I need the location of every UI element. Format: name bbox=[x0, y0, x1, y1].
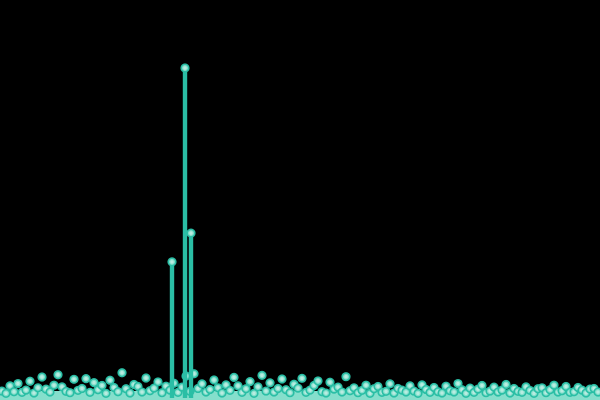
noise-marker bbox=[21, 385, 31, 395]
noise-marker bbox=[233, 381, 243, 391]
noise-marker bbox=[85, 387, 95, 397]
noise-marker bbox=[69, 374, 79, 384]
baseline-noise-band bbox=[0, 391, 600, 400]
noise-marker bbox=[341, 372, 351, 382]
noise-marker bbox=[325, 377, 335, 387]
peak-stems bbox=[169, 68, 194, 398]
noise-marker bbox=[381, 386, 391, 397]
noise-marker bbox=[49, 380, 59, 390]
noise-marker bbox=[229, 372, 239, 382]
noise-marker bbox=[33, 383, 43, 393]
noise-marker bbox=[117, 368, 127, 378]
noise-marker bbox=[81, 374, 91, 384]
noise-marker bbox=[89, 377, 99, 388]
noise-marker bbox=[137, 387, 147, 397]
noise-marker bbox=[549, 380, 559, 390]
noise-marker bbox=[257, 370, 267, 380]
peak-markers bbox=[167, 63, 196, 267]
noise-marker bbox=[277, 374, 287, 384]
noise-marker bbox=[225, 385, 235, 396]
noise-marker bbox=[65, 388, 75, 398]
noise-marker bbox=[241, 384, 251, 394]
noise-marker bbox=[593, 387, 600, 397]
noise-marker bbox=[217, 388, 227, 398]
noise-marker bbox=[209, 375, 219, 385]
noise-marker bbox=[321, 388, 331, 398]
noise-marker bbox=[149, 383, 159, 393]
noise-marker bbox=[105, 375, 115, 385]
noise-marker bbox=[285, 388, 295, 398]
noise-marker bbox=[253, 382, 263, 392]
noise-marker bbox=[453, 378, 463, 389]
noise-marker bbox=[313, 376, 323, 386]
noise-marker bbox=[361, 380, 371, 390]
noise-marker bbox=[501, 379, 511, 390]
noise-marker bbox=[157, 388, 167, 398]
noise-marker bbox=[13, 378, 23, 389]
noise-marker bbox=[77, 383, 87, 394]
noise-marker bbox=[449, 387, 459, 397]
noise-marker bbox=[413, 388, 423, 398]
noise-marker bbox=[297, 373, 307, 383]
noise-marker bbox=[245, 376, 255, 387]
noise-marker bbox=[101, 388, 111, 398]
noise-marker bbox=[153, 377, 163, 387]
peak-marker bbox=[186, 228, 196, 238]
noise-marker bbox=[517, 387, 527, 397]
noise-marker bbox=[437, 388, 447, 398]
noise-marker bbox=[385, 379, 395, 389]
noise-marker bbox=[273, 383, 283, 394]
noise-points bbox=[0, 368, 600, 398]
noise-marker bbox=[53, 370, 63, 380]
noise-marker bbox=[37, 372, 47, 382]
noise-marker bbox=[249, 388, 259, 398]
noise-marker bbox=[9, 387, 19, 397]
noise-marker bbox=[97, 380, 107, 391]
noise-marker bbox=[113, 387, 123, 397]
noise-marker bbox=[141, 373, 151, 383]
noise-marker bbox=[337, 387, 347, 397]
noise-marker bbox=[477, 380, 487, 391]
noise-marker bbox=[261, 386, 271, 396]
noise-marker bbox=[265, 378, 275, 388]
noise-marker bbox=[293, 383, 303, 393]
noise-marker bbox=[197, 379, 207, 389]
noise-marker bbox=[45, 387, 55, 397]
noise-marker bbox=[125, 388, 135, 398]
peak-marker bbox=[167, 257, 177, 267]
noise-marker bbox=[1, 388, 11, 398]
noise-marker bbox=[25, 376, 35, 386]
noise-marker bbox=[205, 384, 215, 395]
peak-marker bbox=[180, 63, 190, 73]
